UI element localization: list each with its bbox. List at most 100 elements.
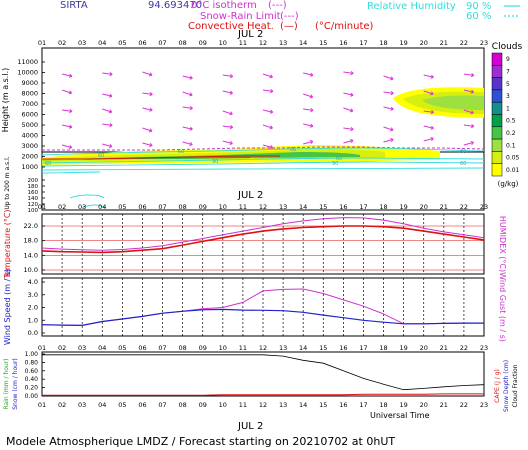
wind-arrow [423,125,434,129]
hour-label: 23 [480,401,488,409]
hour-label: 05 [118,203,126,211]
hour-label: 09 [199,203,207,211]
contour-label: 90 [332,161,338,167]
hour-label: 02 [58,39,66,47]
hour-label: 23 [480,39,488,47]
hour-label: 09 [199,39,207,47]
wind-panel: 4.0 3.0 2.0 1.0 0.0 Wind Speed (m / s) Wind … [3,269,507,345]
hour-label: 02 [58,203,66,211]
hour-label: 10 [219,401,227,409]
cloud-legend-swatch [491,65,503,78]
tick-label: 22.0 [24,222,38,230]
hour-label: 08 [178,401,186,409]
hour-label: 22 [460,39,468,47]
wind-arrow [61,89,72,94]
wind-arrow [182,126,193,130]
hour-label: 13 [279,203,287,211]
hour-label: 03 [78,344,86,352]
wind-arrow [343,139,354,144]
hour-label: 14 [299,39,307,47]
clouds-legend-title: Clouds [492,42,523,52]
snow-axis-label: Snow (cm / hour) [12,358,19,410]
cloud-legend-swatch [491,101,503,115]
hour-label: 20 [420,39,428,47]
hour-label: 01 [38,344,46,352]
hour-label: 03 [78,203,86,211]
contour-label: 60 [178,149,184,155]
hour-label: 11 [239,39,247,47]
hour-label: 18 [379,203,387,211]
wind-arrow [262,109,273,113]
cloud-area-high-core [422,95,484,110]
snow-rain-label: Snow-Rain Limit [200,11,281,22]
temperature-line [41,225,485,254]
hour-axis-mid-1: 01 02 03 04 05 06 07 08 09 10 11 12 13 14 15 16 17 18 19 20… [38,203,488,211]
hour-label: 16 [339,203,347,211]
cloud-legend-label: 3 [506,93,510,100]
hour-axis-mid-2: 01 02 03 04 05 06 07 08 09 10 11 12 13 14 15 16 17 18 19 20… [38,344,488,352]
cloud-fraction-axis-label: Cloud Fraction [512,364,519,407]
wind-arrow [383,91,394,94]
cloud-legend-swatch [491,138,503,152]
hour-label: 23 [480,203,488,211]
hour-label: 16 [339,401,347,409]
hour-label: 01 [38,203,46,211]
temperature-ticks: 22.0 18.0 14.0 10.0 [24,222,45,274]
convective-sample: (—) [280,21,298,32]
wind-speed-axis-label: Wind Speed (m / s) [3,269,12,345]
cloud-legend-label: 0.05 [506,155,520,162]
wind-arrow [222,90,233,94]
height-tick-label: 9000 [21,79,38,87]
height-tick-label: 8000 [21,90,38,98]
contour-labels: 60 60 90 60 60 60 90 60 60 [45,147,466,167]
height-tick-label: 7000 [21,100,38,108]
temperature-panel: 22.0 18.0 14.0 10.0 Temperature (°C) HUMIDE… [3,209,507,279]
contour-label: 60 [336,156,342,162]
cloud-legend-swatch [491,163,503,177]
hour-label: 03 [78,401,86,409]
height-tick-label: 2000 [21,153,38,161]
humidex-line [41,217,485,251]
hour-label: 08 [178,39,186,47]
cloud-legend-swatch [491,52,503,66]
cloud-legend-swatch [491,151,503,164]
hour-label: 01 [38,39,46,47]
hour-label: 04 [98,401,106,409]
contour-label: 60 [98,153,104,159]
contour-label: 60 [460,161,466,167]
date-top: JUL 2 [237,29,263,40]
tick-label: 0.0 [28,329,38,337]
wind-arrow [423,110,434,113]
cloud-legend-label: 0.1 [506,142,516,149]
date-mid-1: JUL 2 [237,190,263,201]
isotherm-line [42,146,485,151]
cloud-legend-label: 9 [506,56,510,63]
hour-label: 07 [158,39,166,47]
isotherm-sample: (---) [268,0,287,11]
hour-label: 12 [259,401,267,409]
hour-label: 07 [158,203,166,211]
wind-arrow [142,107,153,111]
wind-arrow [61,124,72,128]
hour-label: 20 [420,203,428,211]
station-name: SIRTA [60,0,88,11]
tick-label: 1.00 [25,351,39,358]
hour-axis-top: 01 02 03 04 05 06 07 08 09 10 11 12 13 14 15 16 17 18 19 20… [38,39,488,47]
height-panel: 60 60 90 60 60 60 90 60 60 1100010000900… [1,47,485,214]
cloud-legend-label: 0.5 [506,118,516,125]
cloud-legend-label: 5 [506,81,510,88]
height-tick-label: 180 [28,184,39,190]
cloud-area-low-dense [42,157,250,161]
wind-arrow [303,72,314,76]
tick-label: 0.00 [25,393,39,400]
convective-unit: (°C/minute) [315,21,374,32]
precip-panel: 1.000.80 0.600.40 0.200.00 Rain (mm / hour… [3,351,519,412]
wind-arrow [383,126,394,131]
hour-axis-bottom: 01 02 03 04 05 06 07 08 09 10 11 12 13 14 15 16 17 18 19 20… [38,401,488,409]
hour-label: 09 [199,344,207,352]
wind-arrow [343,71,354,74]
hour-label: 11 [239,344,247,352]
hour-label: 04 [98,203,106,211]
wind-arrow [182,75,193,79]
